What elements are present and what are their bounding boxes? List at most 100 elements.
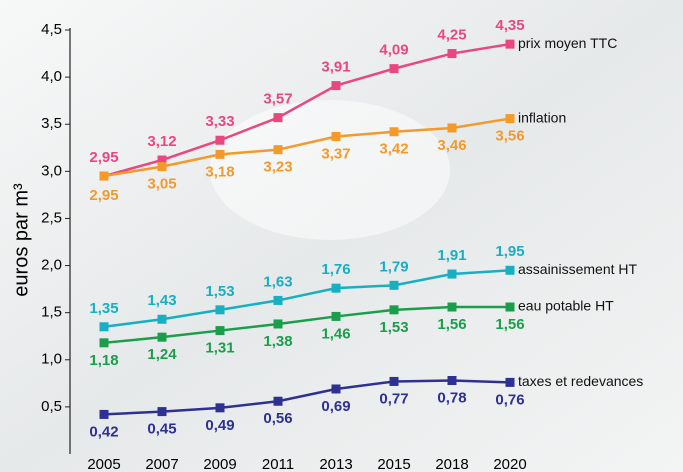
- marker: [100, 322, 109, 331]
- marker: [390, 281, 399, 290]
- marker: [332, 384, 341, 393]
- value-label: 1,31: [205, 340, 234, 357]
- marker: [274, 113, 283, 122]
- marker: [448, 376, 457, 385]
- x-tick-label: 2015: [377, 456, 410, 472]
- marker: [158, 315, 167, 324]
- marker: [448, 270, 457, 279]
- value-label: 2,95: [89, 149, 118, 166]
- marker: [100, 338, 109, 347]
- value-label: 0,76: [495, 391, 524, 408]
- marker: [506, 378, 515, 387]
- marker: [332, 284, 341, 293]
- value-label: 3,37: [321, 145, 350, 162]
- marker: [390, 127, 399, 136]
- marker: [274, 319, 283, 328]
- y-tick-label: 4,0: [41, 68, 62, 85]
- marker: [100, 410, 109, 419]
- value-label: 3,91: [321, 59, 350, 76]
- x-tick-label: 2007: [145, 456, 178, 472]
- series-name: assainissement HT: [518, 261, 637, 277]
- marker: [506, 114, 515, 123]
- marker: [158, 407, 167, 416]
- marker: [506, 40, 515, 49]
- value-label: 1,56: [495, 316, 524, 333]
- value-label: 4,09: [379, 42, 408, 59]
- value-label: 3,42: [379, 141, 408, 158]
- value-label: 1,63: [263, 273, 292, 290]
- series-name: taxes et redevances: [518, 373, 643, 389]
- value-label: 0,56: [263, 410, 292, 427]
- value-label: 3,23: [263, 159, 292, 176]
- value-label: 3,46: [437, 137, 466, 154]
- y-tick-label: 3,0: [41, 162, 62, 179]
- value-label: 0,77: [379, 390, 408, 407]
- marker: [100, 172, 109, 181]
- value-label: 2,95: [89, 187, 118, 204]
- marker: [448, 49, 457, 58]
- value-label: 1,53: [379, 319, 408, 336]
- value-label: 3,56: [495, 128, 524, 145]
- marker: [216, 150, 225, 159]
- x-tick-label: 2013: [319, 456, 352, 472]
- glass-highlight: [210, 100, 450, 240]
- y-tick-label: 0,5: [41, 398, 62, 415]
- value-label: 0,49: [205, 417, 234, 434]
- marker: [390, 64, 399, 73]
- marker: [506, 303, 515, 312]
- marker: [158, 162, 167, 171]
- marker: [216, 305, 225, 314]
- marker: [274, 145, 283, 154]
- value-label: 0,42: [89, 423, 118, 440]
- value-label: 1,43: [147, 292, 176, 309]
- marker: [332, 81, 341, 90]
- marker: [216, 326, 225, 335]
- value-label: 1,56: [437, 316, 466, 333]
- value-label: 1,18: [89, 352, 118, 369]
- marker: [506, 266, 515, 275]
- x-tick-label: 2009: [203, 456, 236, 472]
- value-label: 1,79: [379, 258, 408, 275]
- y-tick-label: 1,5: [41, 304, 62, 321]
- value-label: 4,25: [437, 27, 466, 44]
- value-label: 3,33: [205, 113, 234, 130]
- value-label: 0,45: [147, 421, 176, 438]
- chart: euros par m³ 0,5 1,0 1,5 2,0 2,5 3,0 3,5 4,0 4,5…: [0, 0, 683, 472]
- value-label: 0,69: [321, 398, 350, 415]
- marker: [448, 123, 457, 132]
- marker: [274, 397, 283, 406]
- x-tick-label: 2011: [262, 456, 294, 472]
- value-label: 1,24: [147, 346, 177, 363]
- marker: [216, 403, 225, 412]
- page: euros par m³ 0,5 1,0 1,5 2,0 2,5 3,0 3,5 4,0 4,5…: [0, 0, 683, 472]
- marker: [216, 136, 225, 145]
- value-label: 1,35: [89, 300, 118, 317]
- y-tick-label: 2,5: [41, 209, 62, 226]
- x-tick-label: 2020: [493, 456, 526, 472]
- value-label: 1,76: [321, 261, 350, 278]
- y-tick-label: 1,0: [41, 351, 62, 368]
- marker: [332, 312, 341, 321]
- value-label: 3,05: [147, 176, 176, 193]
- x-tick-label: 2005: [87, 456, 120, 472]
- marker: [332, 132, 341, 141]
- value-label: 1,91: [437, 247, 466, 264]
- y-axis-label: euros par m³: [10, 183, 32, 297]
- marker: [390, 377, 399, 386]
- marker: [274, 296, 283, 305]
- value-label: 1,95: [495, 243, 524, 260]
- value-label: 0,78: [437, 389, 466, 406]
- y-tick-label: 4,5: [41, 21, 62, 38]
- x-tick-label: 2018: [435, 456, 468, 472]
- y-tick-label: 2,0: [41, 257, 62, 274]
- marker: [158, 333, 167, 342]
- value-label: 1,38: [263, 333, 292, 350]
- series-name: prix moyen TTC: [518, 35, 617, 51]
- marker: [390, 305, 399, 314]
- y-tick-label: 3,5: [41, 115, 62, 132]
- series-name: inflation: [518, 109, 566, 125]
- value-label: 3,18: [205, 163, 234, 180]
- value-label: 3,57: [263, 91, 292, 108]
- series-name: eau potable HT: [518, 298, 614, 314]
- value-label: 1,46: [321, 325, 350, 342]
